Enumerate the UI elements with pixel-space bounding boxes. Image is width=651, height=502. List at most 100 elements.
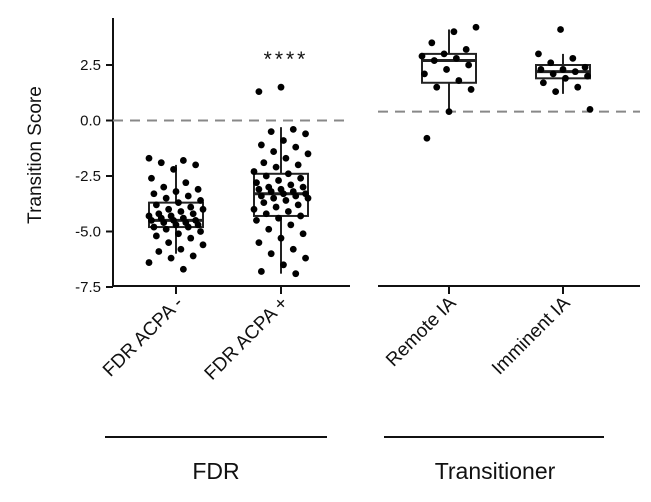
data-point [549, 70, 557, 78]
data-point [569, 54, 577, 62]
data-point [257, 268, 265, 275]
data-point [253, 179, 260, 187]
plot-marks [145, 23, 594, 278]
group-label-transitioner: Transitioner [435, 458, 556, 484]
data-point [148, 174, 155, 182]
data-point [421, 70, 428, 78]
data-point [253, 217, 260, 224]
data-point [443, 66, 450, 73]
data-point [172, 221, 180, 229]
data-point [277, 234, 285, 242]
data-point [192, 161, 200, 169]
data-point [275, 177, 282, 184]
data-point [170, 165, 177, 173]
data-point [581, 63, 589, 71]
data-point [292, 270, 300, 278]
y-tick-label: -2.5 [75, 168, 101, 185]
data-point [462, 46, 470, 53]
data-point [284, 208, 292, 215]
data-point [552, 88, 560, 96]
data-point [255, 185, 263, 193]
data-point [584, 72, 591, 80]
y-ticks: 2.5 0.0 -2.5 -5.0 -7.5 [75, 57, 113, 296]
data-point [571, 68, 579, 76]
y-tick-label: -5.0 [75, 224, 101, 241]
y-axis-title: Transition Score [25, 86, 46, 224]
category-label: Remote IA [382, 292, 461, 371]
data-point [160, 219, 168, 227]
category-label: Imminent IA [488, 292, 575, 379]
data-point [292, 143, 300, 151]
data-point [539, 79, 547, 87]
data-point [265, 225, 273, 233]
data-point [418, 52, 426, 60]
data-point [299, 230, 307, 238]
data-point [257, 141, 265, 149]
data-point [250, 168, 258, 175]
data-point [277, 83, 285, 91]
data-point [194, 221, 202, 229]
data-point [287, 221, 295, 229]
data-point [289, 125, 297, 133]
data-point [294, 161, 302, 169]
data-point [535, 50, 542, 58]
data-point [272, 163, 280, 171]
data-point [430, 57, 438, 64]
data-point [162, 194, 170, 202]
data-point [197, 228, 204, 235]
data-point [172, 188, 180, 195]
data-point [150, 190, 158, 198]
data-point [270, 148, 278, 155]
data-point [287, 181, 295, 189]
data-point [440, 50, 448, 58]
data-point [260, 159, 268, 167]
box-iqr [421, 52, 477, 84]
data-point [267, 188, 275, 195]
data-point [179, 265, 187, 273]
data-point [152, 201, 160, 209]
data-point [280, 261, 287, 269]
data-point [445, 108, 453, 116]
data-point [450, 28, 458, 36]
data-point [199, 241, 207, 249]
data-point [155, 248, 163, 255]
data-point [255, 88, 263, 96]
data-point [148, 217, 155, 224]
data-point [428, 39, 436, 47]
data-point [465, 61, 473, 69]
data-point [292, 192, 300, 200]
data-point [160, 183, 168, 191]
data-point [187, 234, 195, 242]
data-point [294, 201, 302, 209]
y-tick-label: -7.5 [75, 279, 101, 296]
data-point [586, 106, 594, 113]
data-point [472, 23, 480, 31]
data-point [272, 203, 280, 211]
data-point [270, 194, 278, 202]
data-point [194, 185, 202, 193]
data-point [297, 212, 305, 220]
data-point [452, 54, 460, 62]
data-point [187, 203, 195, 211]
data-point [284, 170, 292, 178]
data-point [280, 137, 287, 144]
significance-annotation: **** [264, 48, 309, 71]
data-point [150, 223, 158, 231]
box-group-0 [145, 154, 207, 273]
data-point [297, 174, 305, 182]
data-point [260, 199, 268, 207]
data-point [537, 66, 545, 73]
data-point [184, 223, 192, 231]
data-point [559, 66, 567, 73]
category-label: FDR ACPA + [201, 293, 293, 385]
data-point [557, 26, 564, 33]
data-point [145, 259, 153, 266]
box-group-1 [250, 83, 312, 278]
box-group-2 [418, 23, 480, 142]
data-point [262, 172, 270, 180]
data-point [547, 59, 555, 67]
data-point [199, 205, 207, 213]
data-point [423, 134, 431, 142]
data-point [184, 192, 192, 200]
